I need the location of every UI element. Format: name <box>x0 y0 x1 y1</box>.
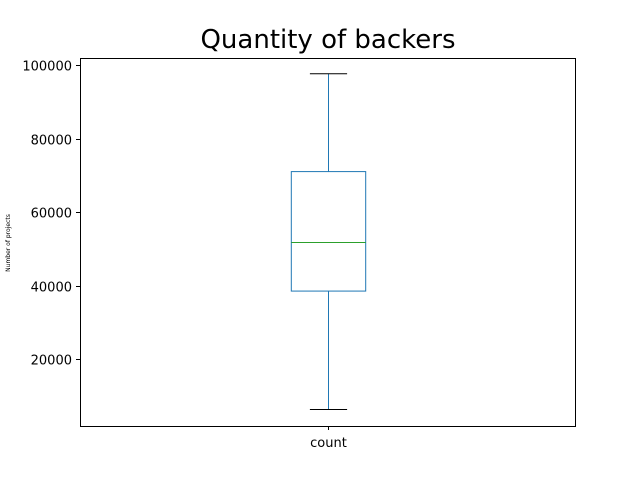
y-tick-label: 60000 <box>31 207 72 222</box>
chart-title: Quantity of backers <box>200 25 455 55</box>
y-axis-label: Number of projects <box>5 214 12 272</box>
y-tick-label: 100000 <box>22 60 72 75</box>
y-tick-label: 20000 <box>31 354 72 369</box>
y-tick-label: 40000 <box>31 281 72 296</box>
y-axis-ticks: 20000 40000 60000 80000 100000 <box>22 60 80 369</box>
x-axis-ticks: count <box>310 426 347 451</box>
box-count <box>290 73 367 410</box>
x-tick-label: count <box>310 436 347 451</box>
y-tick-label: 80000 <box>31 134 72 149</box>
box-series <box>290 73 367 410</box>
interquartile-box <box>290 171 367 292</box>
